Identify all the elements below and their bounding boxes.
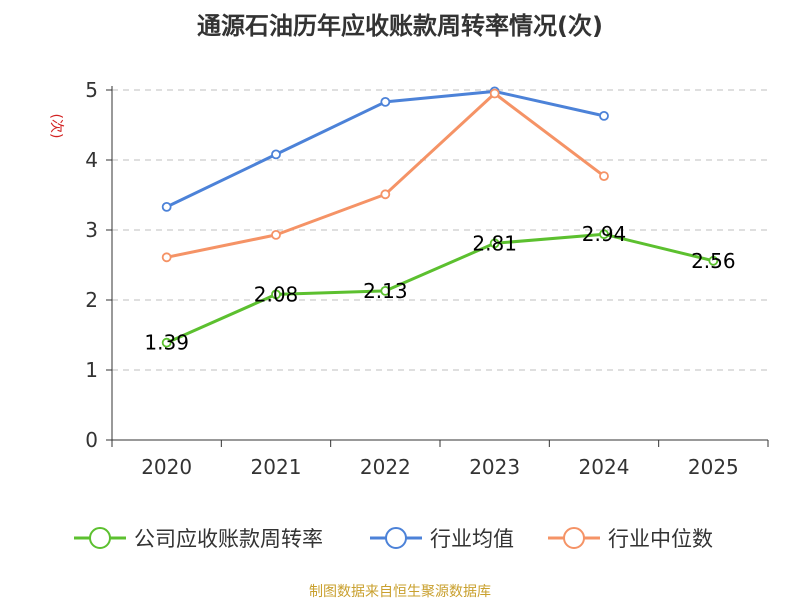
series-lines: [161, 86, 719, 348]
y-axis-label: (次): [48, 114, 64, 139]
y-tick-label-3: 3: [85, 218, 98, 242]
x-tick-label-2023: 2023: [469, 455, 520, 479]
data-label-2020: 1.39: [144, 331, 189, 355]
legend-item-1: 公司应收账款周转率: [74, 527, 323, 551]
data-label-2025: 2.56: [691, 249, 736, 273]
series-2: [161, 86, 609, 212]
legend-item-3: 行业中位数: [548, 527, 713, 551]
data-point-s3-2023: [489, 88, 500, 99]
data-point-s2-2021: [271, 149, 281, 160]
data-point-s3-2024: [599, 171, 609, 182]
y-tick-label-4: 4: [85, 148, 98, 172]
x-tick-label-2021: 2021: [251, 455, 302, 479]
legend-label-3: 行业中位数: [608, 527, 713, 551]
legend-marker-1: [89, 527, 111, 549]
data-point-s3-2022: [380, 189, 391, 200]
chart-title: 通源石油历年应收账款周转率情况(次): [197, 12, 603, 40]
source-note: 制图数据来自恒生聚源数据库: [309, 584, 491, 600]
data-point-s2-2024: [599, 111, 609, 121]
y-tick-label-5: 5: [85, 78, 98, 102]
data-point-s1-2025: [708, 255, 719, 266]
axes: 0 1 2 3 4 5 2020 2021 2022 2023 2024 2025: [85, 78, 769, 479]
y-tick-label-0: 0: [85, 428, 98, 452]
grid-lines: [112, 89, 768, 371]
y-tick-label-1: 1: [85, 358, 98, 382]
data-point-s1-2020: [161, 337, 172, 348]
x-tick-label-2024: 2024: [579, 455, 630, 479]
data-label-2024: 2.94: [582, 222, 627, 246]
x-tick-label-2025: 2025: [688, 455, 739, 479]
data-label-2021: 2.08: [254, 282, 299, 306]
legend-marker-3: [563, 527, 585, 549]
x-tick-label-2022: 2022: [360, 455, 411, 479]
data-point-s2-2020: [161, 201, 172, 212]
data-point-s3-2021: [271, 229, 281, 240]
series-line-1: [166, 232, 714, 345]
legend-label-1: 公司应收账款周转率: [134, 527, 323, 551]
series-3: [161, 88, 609, 263]
data-point-s1-2024: [599, 229, 609, 240]
data-point-s2-2022: [380, 97, 391, 107]
series-1: [161, 229, 719, 348]
data-label-2022: 2.13: [363, 279, 408, 303]
legend-marker-2: [385, 527, 407, 549]
data-label-2023: 2.81: [472, 231, 517, 255]
y-tick-label-2: 2: [85, 288, 98, 312]
data-point-s1-2021: [271, 289, 281, 300]
legend-item-2: 行业均值: [370, 527, 514, 551]
legend: 公司应收账款周转率 行业均值 行业中位数: [74, 527, 713, 551]
data-point-s1-2023: [489, 238, 500, 249]
data-point-s3-2020: [161, 252, 172, 263]
data-point-s1-2022: [380, 285, 391, 296]
data-labels: 1.39 2.08 2.13 2.81 2.94 2.56: [144, 222, 735, 355]
x-tick-label-2020: 2020: [141, 455, 192, 479]
legend-label-2: 行业均值: [430, 527, 514, 551]
